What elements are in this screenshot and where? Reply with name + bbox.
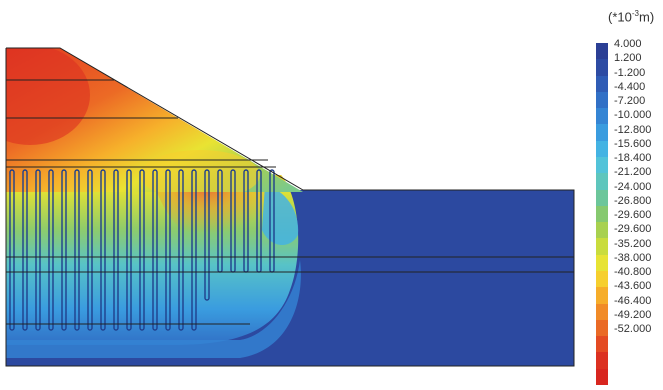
legend-swatch (596, 59, 608, 76)
legend-swatch (596, 368, 608, 385)
legend-swatch (596, 189, 608, 206)
legend-swatch (596, 43, 608, 60)
settlement-contour-plot (5, 47, 575, 367)
pile (100, 169, 106, 331)
pile (113, 169, 119, 331)
legend-swatch (596, 287, 608, 304)
pile (126, 169, 132, 331)
legend-label: -46.400 (614, 294, 652, 307)
color-legend-labels: 4.000 1.200 -1.200 -4.400 -7.200 -10.000 -12.8… (614, 37, 662, 336)
legend-swatch (596, 91, 608, 109)
legend-swatch (596, 108, 608, 125)
legend-swatch (596, 173, 608, 190)
legend-label: -29.600 (614, 223, 652, 236)
legend-label: -26.800 (614, 194, 652, 207)
legend-label: 4.000 (614, 38, 642, 50)
legend-label: -24.000 (614, 180, 652, 193)
legend-label: -35.200 (614, 237, 652, 250)
layer-boundaries (6, 79, 574, 325)
legend-label: -43.600 (614, 280, 652, 293)
legend-label: -1.200 (614, 66, 646, 79)
color-legend-bar (596, 43, 608, 385)
pile (61, 169, 67, 331)
legend-swatch (596, 336, 608, 353)
unit-label: (*10-3m) (608, 9, 655, 25)
legend-label: -7.200 (614, 95, 646, 107)
pile (152, 169, 158, 331)
legend-label: -4.400 (614, 80, 646, 93)
pile (191, 169, 197, 331)
legend-swatch (596, 124, 608, 141)
legend-label: -10.000 (614, 109, 652, 122)
model-outline (5, 47, 575, 367)
pile (22, 169, 28, 331)
legend-swatch (596, 140, 608, 157)
pile (165, 169, 171, 331)
legend-label: -15.600 (614, 137, 652, 150)
pile (178, 169, 184, 331)
legend-label: -12.800 (614, 123, 652, 136)
legend-label: -52.000 (614, 323, 652, 335)
pile (87, 169, 93, 331)
legend-label: -38.000 (614, 251, 652, 264)
pile-columns (9, 169, 275, 331)
legend-label: -49.200 (614, 308, 652, 321)
pile (35, 169, 41, 331)
legend-swatch (596, 270, 608, 288)
legend-label: 1.200 (614, 52, 642, 65)
legend-label: -29.600 (614, 209, 652, 221)
legend-swatch (596, 352, 608, 369)
legend-label: -40.800 (614, 266, 652, 278)
pile (139, 169, 145, 331)
pile (74, 169, 80, 331)
legend-swatch (596, 205, 608, 223)
legend-label: -18.400 (614, 152, 652, 164)
legend-swatch (596, 75, 608, 92)
legend-swatch (596, 303, 608, 320)
legend-swatch (596, 222, 608, 239)
legend-swatch (596, 156, 608, 174)
pile (48, 169, 54, 331)
legend-swatch (596, 254, 608, 271)
pile (204, 169, 210, 301)
legend-label: -21.200 (614, 166, 652, 179)
legend-swatch (596, 319, 608, 337)
legend-swatch (596, 238, 608, 255)
pile (9, 169, 15, 331)
